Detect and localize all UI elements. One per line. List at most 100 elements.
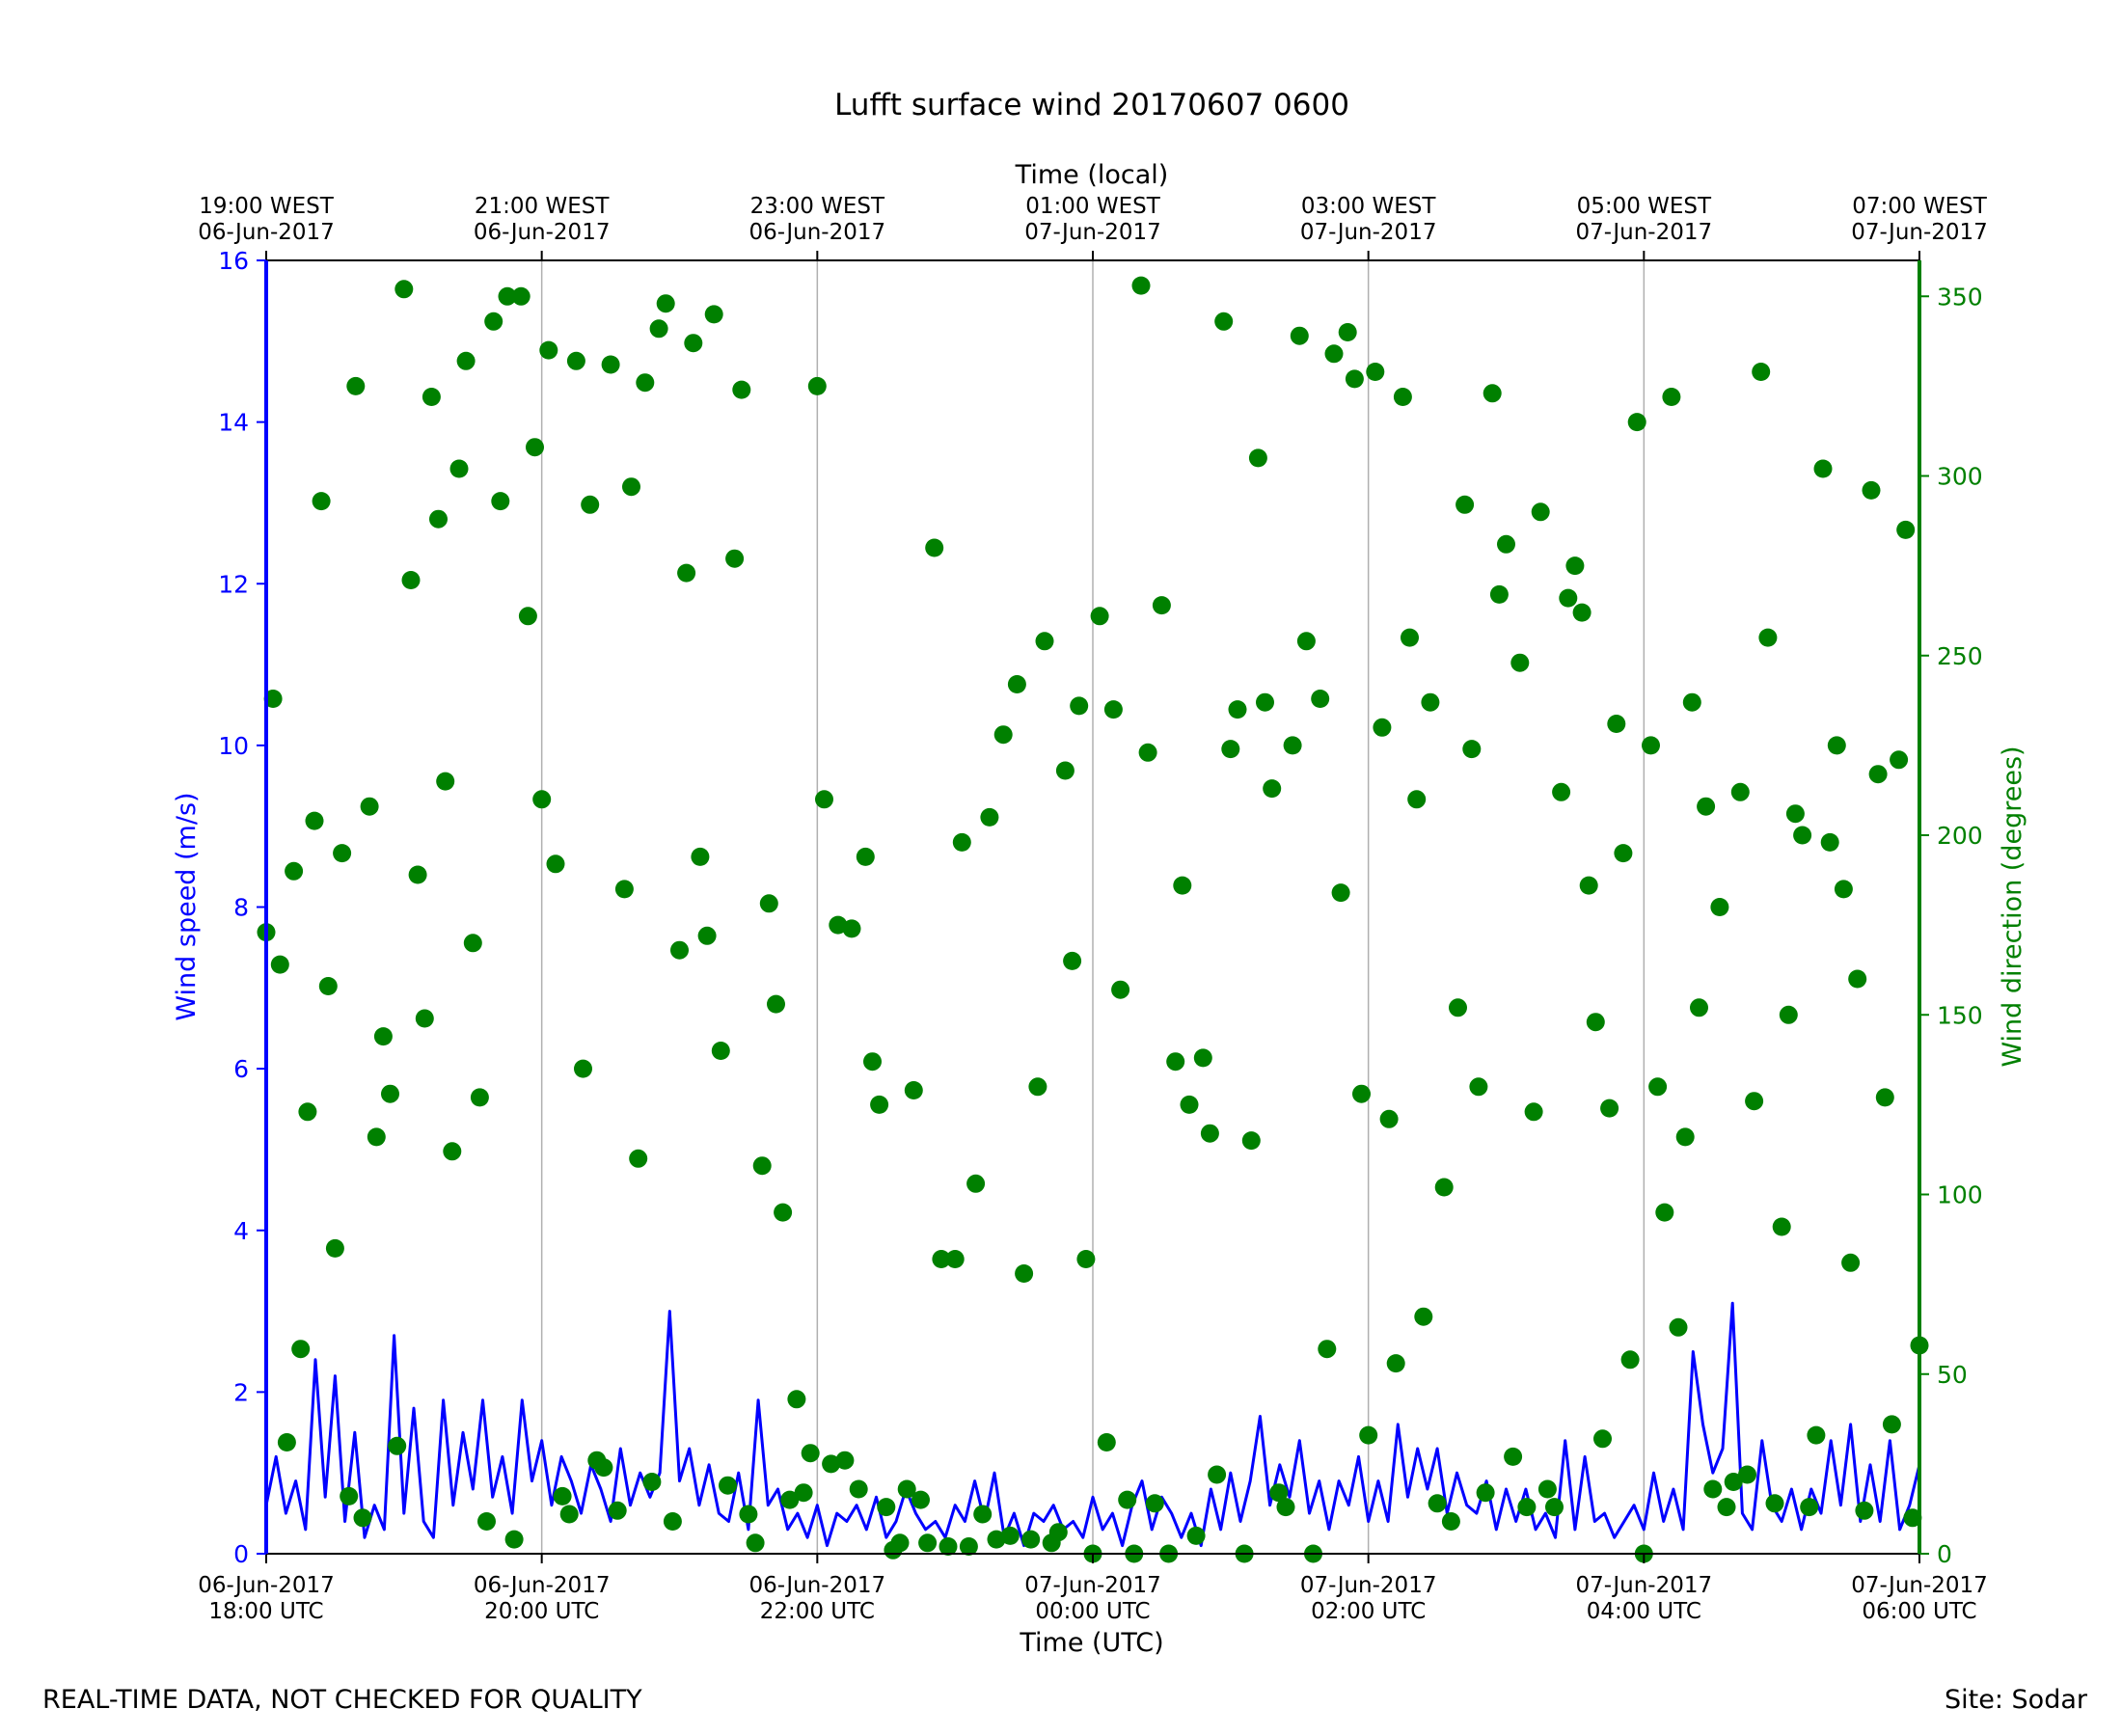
wind-direction-point <box>415 1009 434 1028</box>
wind-direction-point <box>987 1530 1006 1549</box>
wind-direction-point <box>594 1458 613 1478</box>
wind-direction-point <box>1745 1092 1764 1111</box>
y2-tick-label: 350 <box>1937 283 1983 311</box>
wind-direction-point <box>1324 344 1344 364</box>
wind-direction-point <box>1848 969 1867 989</box>
wind-direction-point <box>367 1127 386 1147</box>
wind-direction-point <box>1028 1077 1047 1097</box>
wind-direction-point <box>1283 736 1302 755</box>
wind-direction-point <box>1537 1479 1557 1499</box>
wind-direction-point <box>1724 1473 1743 1491</box>
wind-direction-point <box>966 1174 986 1193</box>
wind-direction-point <box>1690 998 1708 1017</box>
wind-direction-point <box>470 1088 489 1107</box>
wind-direction-point <box>932 1250 951 1268</box>
wind-direction-point <box>1393 388 1412 406</box>
y2-tick-label: 0 <box>1937 1540 1952 1568</box>
wind-direction-point <box>1642 736 1660 755</box>
wind-direction-point <box>436 772 455 791</box>
wind-direction-point <box>656 294 675 313</box>
y-tick-label: 2 <box>233 1378 249 1406</box>
wind-direction-point <box>449 459 469 478</box>
x-tick-label: 06-Jun-2017 <box>749 1573 886 1598</box>
wind-direction-point <box>629 1149 648 1168</box>
wind-direction-point <box>863 1052 882 1071</box>
wind-direction-point <box>1352 1084 1371 1103</box>
wind-direction-point <box>1627 413 1646 432</box>
wind-direction-point <box>1118 1490 1137 1509</box>
wind-direction-point <box>1241 1131 1261 1151</box>
wind-direction-point <box>263 690 283 708</box>
x2-tick-label: 01:00 WEST <box>1025 194 1160 219</box>
x-tick-label: 18:00 UTC <box>208 1599 323 1624</box>
wind-direction-point <box>1890 750 1909 770</box>
y2-tick-label: 300 <box>1937 463 1983 491</box>
x-tick-label: 04:00 UTC <box>1587 1599 1701 1624</box>
wind-direction-point <box>725 549 745 568</box>
wind-direction-point <box>877 1498 896 1517</box>
wind-direction-point <box>1131 276 1151 295</box>
wind-direction-point <box>333 844 352 863</box>
wind-direction-point <box>1559 588 1578 608</box>
wind-direction-point <box>1076 1250 1096 1268</box>
y-tick-label: 6 <box>233 1055 249 1083</box>
wind-direction-point <box>1263 779 1282 799</box>
wind-direction-point <box>1138 743 1157 762</box>
x-tick-label: 20:00 UTC <box>484 1599 599 1624</box>
wind-direction-point <box>1428 1494 1447 1513</box>
wind-direction-point <box>959 1537 978 1556</box>
wind-direction-point <box>642 1473 662 1491</box>
wind-direction-point <box>815 790 833 809</box>
y-tick-label: 16 <box>218 247 249 275</box>
wind-direction-point <box>1021 1530 1041 1549</box>
y-tick-label: 12 <box>218 570 249 598</box>
x2-tick-label: 21:00 WEST <box>475 194 610 219</box>
x2-tick-label: 07-Jun-2017 <box>1576 220 1713 245</box>
wind-direction-point <box>1097 1433 1116 1451</box>
wind-direction-point <box>1510 653 1530 672</box>
wind-direction-point <box>1793 826 1812 845</box>
x2-tick-label: 05:00 WEST <box>1577 194 1712 219</box>
wind-direction-point <box>711 1042 730 1060</box>
wind-direction-point <box>1476 1483 1495 1503</box>
wind-direction-point <box>684 334 703 353</box>
x2-tick-label: 06-Jun-2017 <box>198 220 335 245</box>
wind-direction-point <box>1180 1095 1199 1114</box>
wind-direction-point <box>318 977 338 995</box>
wind-direction-point <box>1331 883 1350 903</box>
wind-direction-point <box>1703 1479 1723 1499</box>
wind-direction-point <box>1807 1425 1826 1445</box>
wind-direction-point <box>340 1486 359 1505</box>
wind-direction-point <box>1875 1088 1894 1107</box>
wind-direction-point <box>504 1530 524 1549</box>
x-tick-label: 02:00 UTC <box>1311 1599 1426 1624</box>
wind-direction-point <box>1489 584 1509 604</box>
wind-direction-point <box>1221 740 1240 759</box>
wind-direction-point <box>849 1479 868 1499</box>
wind-direction-point <box>1228 700 1247 719</box>
wind-direction-point <box>1669 1317 1688 1337</box>
wind-direction-point <box>1765 1494 1784 1513</box>
wind-direction-point <box>360 797 379 816</box>
wind-direction-point <box>1717 1498 1736 1517</box>
wind-direction-point <box>539 340 558 360</box>
wind-direction-point <box>1565 556 1585 576</box>
wind-direction-point <box>1434 1178 1454 1197</box>
wind-direction-point <box>1579 876 1598 895</box>
wind-direction-point <box>1785 804 1805 824</box>
wind-direction-point <box>1193 1048 1212 1068</box>
x-tick-label: 00:00 UTC <box>1035 1599 1150 1624</box>
y2-tick-label: 150 <box>1937 1001 1983 1029</box>
wind-direction-point <box>388 1436 407 1455</box>
wind-direction-point <box>463 934 482 953</box>
wind-direction-point <box>270 955 289 974</box>
x-tick-label: 06:00 UTC <box>1862 1599 1976 1624</box>
wind-direction-point <box>1462 740 1482 759</box>
axes-layer: 06-Jun-2017 18:00 UTC 06-Jun-2017 20:00 UTC… <box>198 194 1988 1624</box>
wind-direction-point <box>305 811 324 830</box>
wind-direction-point <box>1318 1340 1337 1359</box>
wind-speed-line <box>264 1301 1921 1548</box>
x2-axis-label: Time (local) <box>1015 160 1169 190</box>
wind-direction-point <box>1758 628 1778 647</box>
wind-direction-point <box>1379 1109 1399 1128</box>
